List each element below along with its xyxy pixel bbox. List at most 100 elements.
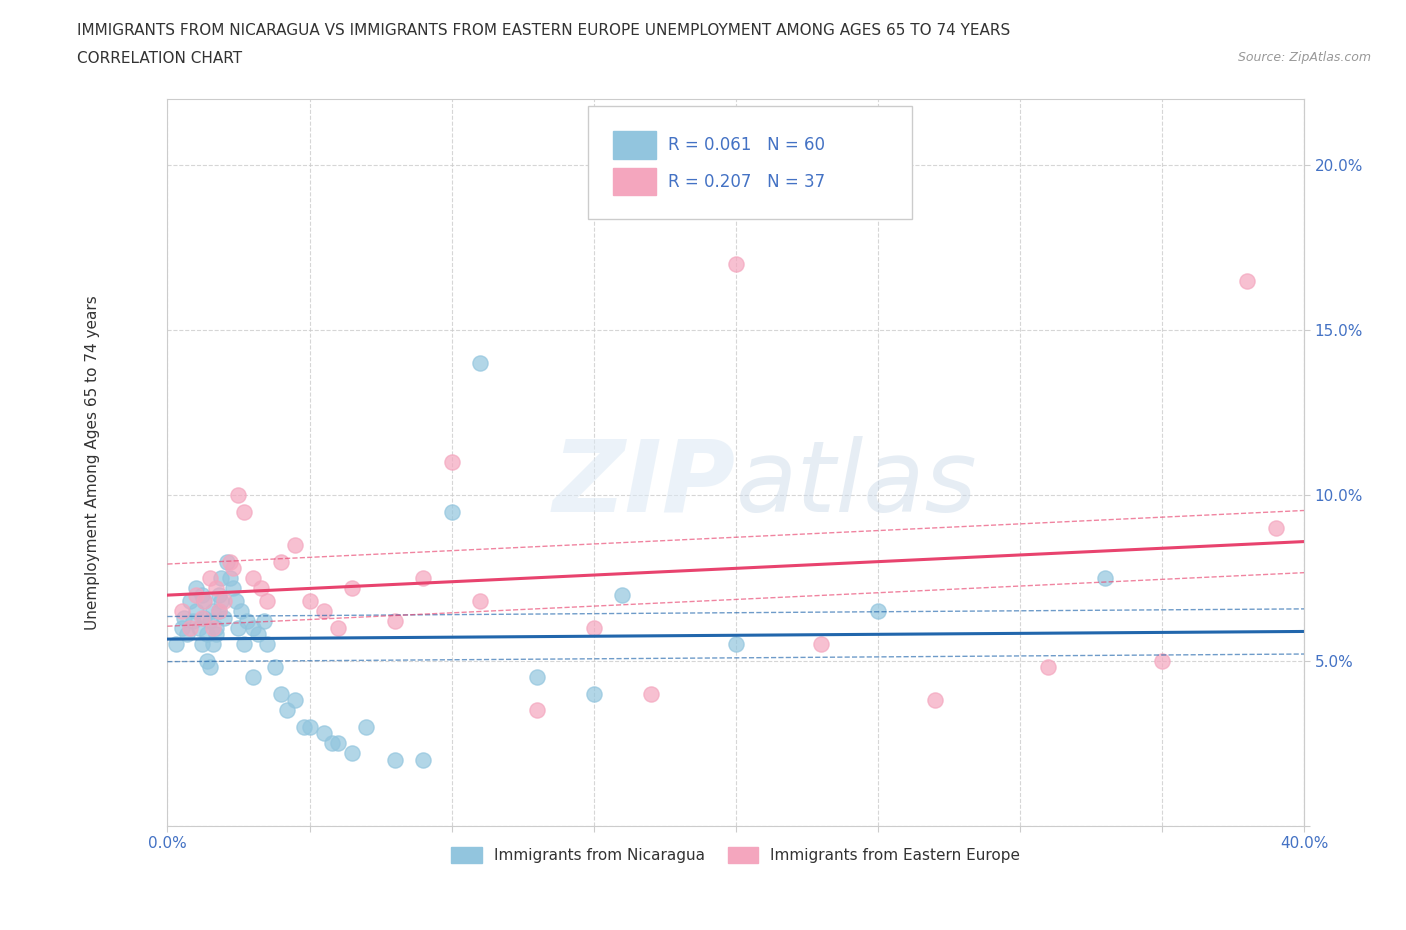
Point [1236, 273, 1258, 288]
Point [1038, 660, 1060, 675]
Point [384, 614, 406, 629]
Point [170, 620, 193, 635]
Point [184, 587, 207, 602]
Text: IMMIGRANTS FROM NICARAGUA VS IMMIGRANTS FROM EASTERN EUROPE UNEMPLOYMENT AMONG A: IMMIGRANTS FROM NICARAGUA VS IMMIGRANTS … [77, 23, 1011, 38]
Point [1094, 571, 1116, 586]
Y-axis label: Unemployment Among Ages 65 to 74 years: Unemployment Among Ages 65 to 74 years [86, 295, 100, 630]
Point [326, 736, 349, 751]
Point [250, 580, 273, 595]
Point [195, 627, 218, 642]
Text: R = 0.061   N = 60: R = 0.061 N = 60 [668, 137, 824, 154]
Point [312, 726, 335, 741]
Point [233, 637, 256, 652]
Text: Source: ZipAtlas.com: Source: ZipAtlas.com [1237, 51, 1371, 64]
Point [207, 604, 229, 618]
Point [724, 637, 747, 652]
Point [225, 593, 247, 608]
Point [231, 604, 253, 618]
Point [312, 604, 335, 618]
Point [219, 571, 242, 586]
Point [184, 604, 207, 618]
Bar [613, 167, 657, 195]
Point [264, 660, 287, 675]
Point [190, 637, 212, 652]
Point [190, 587, 212, 602]
Point [440, 455, 463, 470]
Point [326, 620, 349, 635]
Point [228, 620, 250, 635]
Point [298, 720, 321, 735]
Point [247, 627, 270, 642]
Point [526, 670, 548, 684]
Point [582, 686, 605, 701]
Point [440, 504, 463, 519]
Point [176, 627, 198, 642]
Point [207, 604, 229, 618]
Point [253, 614, 276, 629]
Point [201, 620, 224, 635]
Point [173, 610, 195, 625]
Point [412, 571, 434, 586]
Point [866, 604, 889, 618]
Point [198, 571, 221, 586]
Point [384, 752, 406, 767]
Point [810, 637, 832, 652]
Point [292, 720, 315, 735]
Point [181, 614, 204, 629]
Point [724, 257, 747, 272]
Point [195, 653, 218, 668]
Point [270, 686, 292, 701]
Point [179, 620, 201, 635]
Point [468, 356, 491, 371]
Point [340, 746, 363, 761]
Bar [613, 131, 657, 159]
Point [236, 614, 259, 629]
Point [219, 554, 242, 569]
Point [222, 580, 245, 595]
Point [201, 604, 224, 618]
Point [165, 637, 187, 652]
Point [242, 620, 264, 635]
Point [270, 554, 292, 569]
Point [340, 580, 363, 595]
Point [204, 620, 226, 635]
Point [187, 620, 209, 635]
Point [284, 538, 307, 552]
Point [204, 580, 226, 595]
Text: CORRELATION CHART: CORRELATION CHART [77, 51, 242, 66]
Point [190, 610, 212, 625]
Point [204, 627, 226, 642]
Legend: Immigrants from Nicaragua, Immigrants from Eastern Europe: Immigrants from Nicaragua, Immigrants fr… [444, 841, 1026, 870]
Point [582, 620, 605, 635]
Point [284, 693, 307, 708]
Point [610, 587, 633, 602]
Point [924, 693, 946, 708]
Point [193, 610, 215, 625]
Text: ZIP: ZIP [553, 435, 735, 533]
Point [201, 637, 224, 652]
Point [193, 593, 215, 608]
Point [256, 637, 278, 652]
Point [356, 720, 378, 735]
Point [1264, 521, 1286, 536]
Point [468, 593, 491, 608]
Point [207, 587, 229, 602]
Point [242, 571, 264, 586]
Point [256, 593, 278, 608]
FancyBboxPatch shape [588, 106, 912, 219]
Point [233, 504, 256, 519]
Point [276, 703, 298, 718]
Point [179, 593, 201, 608]
Point [640, 686, 662, 701]
Point [222, 561, 245, 576]
Point [412, 752, 434, 767]
Point [298, 593, 321, 608]
Text: R = 0.207   N = 37: R = 0.207 N = 37 [668, 173, 825, 191]
Point [321, 736, 343, 751]
Point [526, 703, 548, 718]
Text: atlas: atlas [735, 435, 977, 533]
Point [214, 593, 236, 608]
Point [1150, 653, 1173, 668]
Point [209, 571, 232, 586]
Point [228, 488, 250, 503]
